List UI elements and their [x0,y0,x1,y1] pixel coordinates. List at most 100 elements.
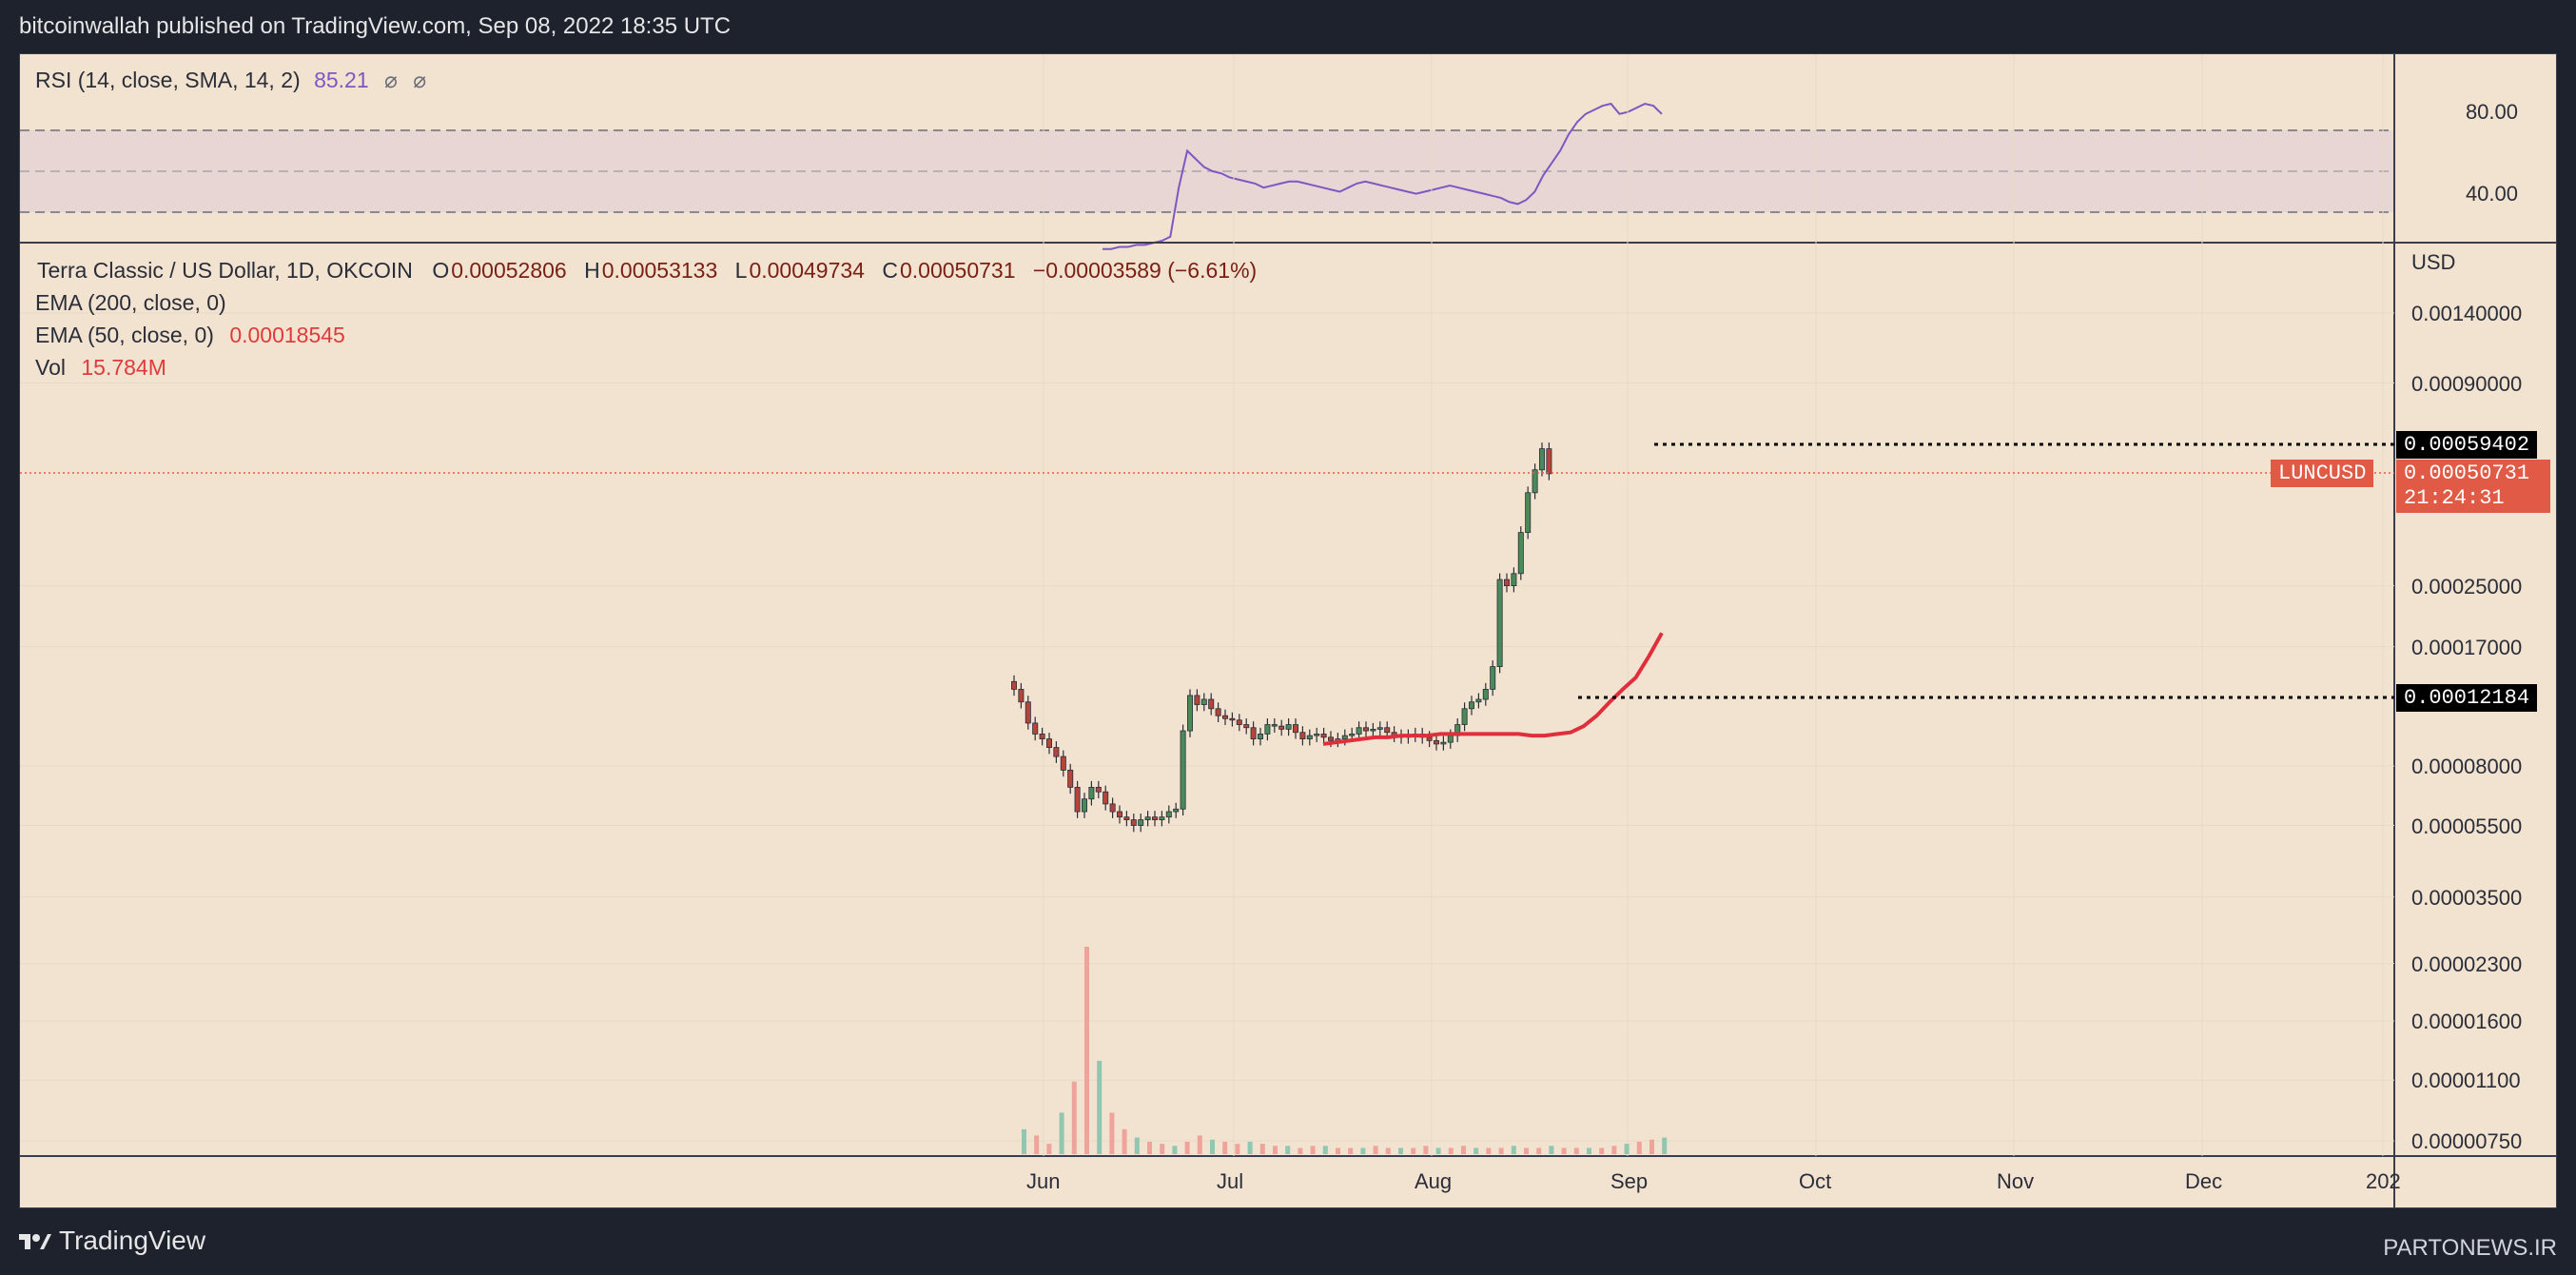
candle-body [1067,769,1074,788]
symbol-legend[interactable]: Terra Classic / US Dollar, 1D, OKCOIN O0… [35,258,1257,284]
tradingview-logo-icon [19,1234,51,1249]
candle-body [1546,448,1552,475]
volume-bar [1160,1144,1165,1154]
volume-bars [1022,947,1668,1154]
ohlc-open: 0.00052806 [451,258,567,283]
vol-value: 15.784M [81,355,166,380]
volume-bar [1046,1144,1052,1154]
volume-bar [1561,1148,1567,1154]
candle-body [1320,734,1327,738]
time-axis-tick: Sep [1610,1169,1649,1193]
candle-body [1039,734,1045,739]
candle-body [1053,747,1060,757]
candle-body [1440,741,1447,745]
chart-canvas[interactable] [20,54,2556,1207]
volume-bar [1235,1144,1240,1154]
candle-body [1314,734,1320,736]
candle-body [1363,727,1370,732]
candle-body [1130,819,1137,826]
volume-bar [1109,1112,1115,1154]
candle-body [1328,736,1335,741]
candle-body [1370,729,1376,732]
candle-body [1264,724,1271,735]
price-axis-tick: 0.00025000 [2411,574,2523,598]
rsi-axis-40: 40.00 [2465,182,2518,206]
price-axis-tick: 0.00008000 [2411,755,2523,779]
candle-body [1152,816,1159,820]
vol-legend[interactable]: Vol 15.784M [35,355,166,381]
ohlc-open-label: O [432,258,450,283]
volume-bar [1247,1141,1253,1154]
candle-body [1180,730,1186,810]
candle-body [1123,816,1130,820]
candle-body [1187,695,1194,732]
tradingview-logo[interactable]: TradingView [19,1226,205,1256]
volume-bar [1611,1146,1617,1154]
time-axis-tick: Jun [1026,1169,1061,1193]
volume-bar [1322,1146,1328,1154]
volume-bar [1122,1128,1127,1154]
bar-countdown: 21:24:31 [2404,486,2505,510]
ema200-label: EMA (200, close, 0) [35,290,226,315]
volume-bar [1524,1148,1529,1154]
candle-body [1278,725,1285,730]
volume-bar [1435,1148,1441,1154]
volume-bar [1573,1148,1579,1154]
volume-bar [1511,1146,1516,1154]
volume-bar [1536,1148,1542,1154]
volume-bar [1172,1146,1178,1154]
volume-bar [1448,1148,1454,1154]
publisher-header: bitcoinwallah published on TradingView.c… [19,13,732,39]
candle-body [1032,722,1039,735]
volume-bar [1423,1146,1429,1154]
rsi-pane [20,102,2394,250]
candle-body [1144,816,1151,820]
hidden-plot-icon[interactable]: ⌀ [413,68,427,92]
candle-body [1011,680,1018,690]
candle-body [1229,717,1236,721]
hidden-plot-icon[interactable]: ⌀ [384,68,398,92]
candle-body [1194,695,1200,705]
rsi-series-line [1103,102,1663,250]
volume-bar [1134,1137,1140,1154]
ema50-legend[interactable]: EMA (50, close, 0) 0.00018545 [35,323,345,348]
candle-body [1095,786,1102,793]
volume-bar [1473,1148,1479,1154]
volume-bar [1498,1148,1504,1154]
ohlc-high-label: H [584,258,600,283]
volume-bar [1210,1139,1215,1154]
volume-bar [1636,1141,1642,1154]
candle-body [1109,803,1116,813]
ema50-line [1322,632,1664,746]
candle-body [1384,727,1391,734]
volume-bar [1360,1148,1366,1154]
candle-body [1018,689,1025,703]
candle-body [1103,791,1109,805]
candle-body [1215,708,1221,716]
volume-bar [1184,1141,1190,1154]
volume-bar [1624,1144,1630,1154]
candle-body [1285,724,1292,730]
rsi-legend[interactable]: RSI (14, close, SMA, 14, 2) 85.21 ⌀ ⌀ [35,68,426,93]
candle-body [1074,786,1081,813]
chart-frame[interactable]: RSI (14, close, SMA, 14, 2) 85.21 ⌀ ⌀ 80… [19,53,2557,1208]
rsi-label: RSI (14, close, SMA, 14, 2) [35,68,301,92]
ohlc-low-label: L [734,258,748,283]
ohlc-low: 0.00049734 [749,258,865,283]
candle-body [1356,727,1362,735]
ohlc-high: 0.00053133 [601,258,718,283]
candle-body [1088,786,1095,800]
rsi-axis-80: 80.00 [2465,100,2518,124]
candle-body [1539,448,1546,471]
ema200-legend[interactable]: EMA (200, close, 0) [35,290,226,316]
candle-body [1138,819,1144,826]
volume-bar [1336,1148,1340,1154]
volume-bar [1273,1146,1278,1154]
candle-body [1222,715,1229,719]
candle-body [1243,724,1250,729]
volume-bar [1549,1146,1554,1154]
volume-bar [1197,1135,1202,1154]
candle-body [1504,579,1511,587]
price-axis-tick: 0.00090000 [2411,371,2523,396]
time-axis-tick: Oct [1799,1169,1832,1193]
